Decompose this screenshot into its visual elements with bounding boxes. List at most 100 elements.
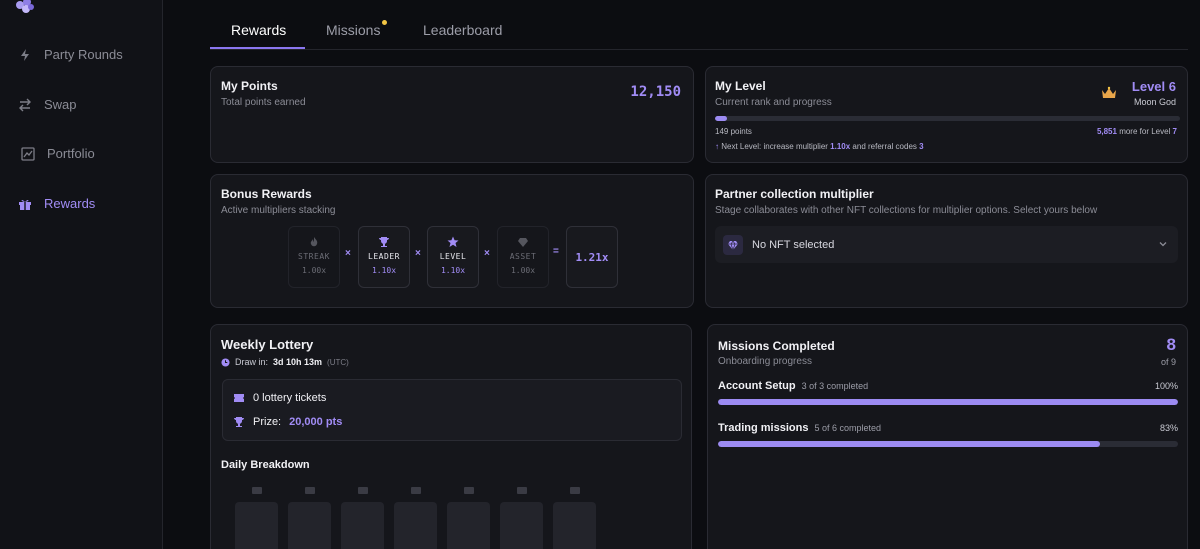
bonus-rewards-card: Bonus Rewards Active multipliers stackin… — [210, 174, 694, 308]
notification-dot — [382, 20, 387, 25]
card-title: My Points — [221, 79, 278, 93]
level-progress-fill — [715, 116, 727, 121]
mission-name: Account Setup — [718, 380, 796, 392]
ticket-icon — [516, 487, 527, 494]
star-icon — [447, 236, 459, 247]
mission-progress-fill — [718, 441, 1100, 447]
gift-icon — [19, 199, 31, 210]
remaining-text: more for Level — [1116, 127, 1173, 136]
chevron-down-icon — [1159, 242, 1167, 247]
ticket-icon — [357, 487, 368, 494]
draw-prefix: Draw in: — [235, 357, 269, 367]
total-multiplier: 1.21x — [566, 226, 618, 288]
day-bar — [447, 502, 490, 549]
next-level-prefix: Next Level: increase multiplier — [721, 142, 831, 151]
mission-percent: 100% — [1154, 381, 1178, 391]
day-bar — [394, 502, 437, 549]
partner-multiplier-card: Partner collection multiplier Stage coll… — [705, 174, 1188, 308]
nft-select-value: No NFT selected — [752, 238, 835, 251]
next-multiplier: 1.10x — [830, 142, 851, 151]
sidebar-item-swap[interactable]: Swap — [18, 97, 77, 112]
level-progress-bar — [715, 116, 1180, 121]
multiplier-tile-leader: LEADER 1.10x — [358, 226, 410, 288]
daily-breakdown-day — [235, 487, 278, 549]
prize-row: Prize: 20,000 pts — [233, 416, 342, 428]
daily-breakdown-day — [288, 487, 331, 549]
mission-percent: 83% — [1159, 423, 1178, 433]
weekly-lottery-card: Weekly Lottery Draw in: 3d 10h 13m (UTC)… — [210, 324, 692, 549]
arrow-up-icon: ↑ — [715, 142, 719, 151]
draw-countdown: Draw in: 3d 10h 13m (UTC) — [221, 357, 349, 367]
missions-total: of 9 — [1160, 357, 1176, 367]
remaining-points: 5,851 — [1096, 127, 1117, 136]
sidebar-item-party-rounds[interactable]: Party Rounds — [18, 47, 123, 62]
card-subtitle: Current rank and progress — [715, 97, 832, 108]
card-title: Bonus Rewards — [221, 187, 312, 201]
tab-leaderboard[interactable]: Leaderboard — [423, 22, 503, 38]
tile-label: ASSET — [509, 252, 537, 261]
clock-icon — [221, 357, 230, 367]
tile-value: 1.00x — [510, 266, 536, 275]
daily-breakdown-day — [500, 487, 543, 549]
my-level-card: My Level Current rank and progress Level… — [705, 66, 1188, 163]
mission-detail: 3 of 3 completed — [801, 381, 869, 391]
daily-breakdown-day — [447, 487, 490, 549]
multiply-sign: × — [415, 248, 421, 259]
day-bar — [341, 502, 384, 549]
next-level-info: ↑ Next Level: increase multiplier 1.10x … — [715, 142, 924, 151]
mission-progress-fill — [718, 399, 1178, 405]
chart-icon — [21, 146, 35, 161]
tile-value: 1.10x — [440, 266, 466, 275]
multiply-sign: × — [345, 248, 351, 259]
card-subtitle: Stage collaborates with other NFT collec… — [715, 205, 1098, 216]
draw-time: 3d 10h 13m — [273, 357, 323, 367]
level-label: Level 6 — [1131, 79, 1176, 94]
daily-breakdown-day — [394, 487, 437, 549]
day-bar — [288, 502, 331, 549]
sidebar-item-portfolio[interactable]: Portfolio — [21, 146, 95, 161]
daily-breakdown-day — [553, 487, 596, 549]
nft-select-dropdown[interactable]: No NFT selected — [715, 226, 1178, 263]
daily-breakdown-day — [341, 487, 384, 549]
ticket-count: 0 lottery tickets — [253, 392, 327, 404]
tab-missions[interactable]: Missions — [326, 22, 381, 38]
app-logo-icon[interactable] — [14, 0, 36, 16]
missions-completed-card: Missions Completed Onboarding progress 8… — [707, 324, 1188, 549]
tile-label: LEVEL — [439, 252, 467, 261]
tile-value: 1.10x — [371, 266, 397, 275]
tab-rewards[interactable]: Rewards — [231, 22, 287, 38]
level-points: 149 points — [715, 127, 752, 136]
tile-label: STREAK — [298, 252, 330, 261]
mission-row-account-setup: Account Setup 3 of 3 completed 100% — [718, 380, 1178, 392]
prize-value: 20,000 pts — [289, 416, 343, 428]
multiplier-tile-asset: ASSET 1.00x — [497, 226, 549, 288]
card-title: My Level — [715, 79, 766, 93]
sidebar-item-label: Party Rounds — [44, 47, 123, 62]
card-subtitle: Onboarding progress — [718, 356, 812, 367]
tile-label: LEADER — [368, 252, 400, 261]
card-title: Missions Completed — [718, 339, 835, 353]
missions-count: 8 — [1166, 335, 1176, 354]
next-level-number: 7 — [1172, 127, 1177, 136]
mission-row-trading: Trading missions 5 of 6 completed 83% — [718, 422, 1178, 434]
draw-timezone: (UTC) — [327, 357, 349, 367]
ticket-icon — [304, 487, 315, 494]
ticket-icon — [234, 394, 244, 402]
mission-detail: 5 of 6 completed — [814, 423, 882, 433]
multiplier-tile-streak: STREAK 1.00x — [288, 226, 340, 288]
equals-sign: = — [553, 246, 559, 257]
trophy-icon — [379, 237, 389, 247]
ticket-icon — [410, 487, 421, 494]
sidebar-item-rewards[interactable]: Rewards — [18, 196, 95, 211]
mission-name: Trading missions — [718, 422, 809, 434]
prize-label: Prize: — [253, 416, 282, 428]
card-title: Partner collection multiplier — [715, 187, 874, 201]
level-remaining: 5,851 more for Level 7 — [1097, 127, 1177, 136]
lightning-icon — [21, 48, 29, 61]
multiplier-tile-level: LEVEL 1.10x — [427, 226, 479, 288]
card-subtitle: Active multipliers stacking — [221, 205, 336, 216]
next-referral-codes: 3 — [919, 142, 924, 151]
crown-icon — [1102, 86, 1116, 98]
swap-arrows-icon — [19, 98, 31, 111]
day-bar — [235, 502, 278, 549]
